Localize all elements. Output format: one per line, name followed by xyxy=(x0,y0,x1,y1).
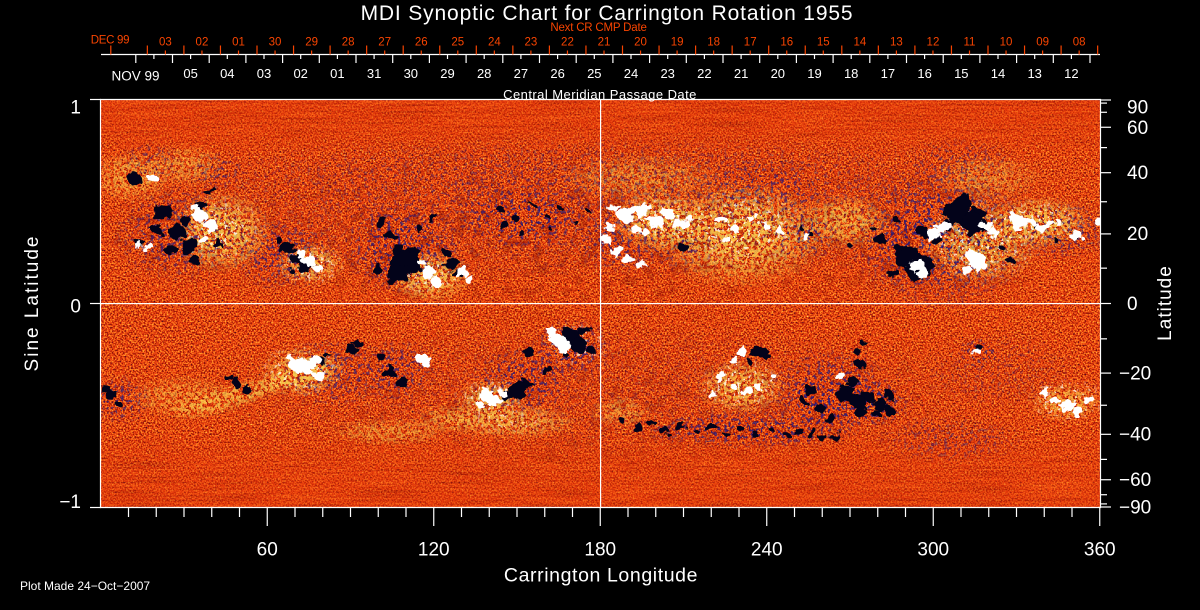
svg-text:08: 08 xyxy=(1073,37,1086,49)
svg-text:Sine Latitude: Sine Latitude xyxy=(22,235,43,372)
svg-text:120: 120 xyxy=(418,540,450,561)
svg-text:31: 31 xyxy=(367,66,381,81)
svg-text:−1: −1 xyxy=(59,492,81,513)
svg-text:17: 17 xyxy=(881,66,895,81)
svg-text:29: 29 xyxy=(305,37,318,49)
svg-text:13: 13 xyxy=(1027,66,1041,81)
svg-text:28: 28 xyxy=(342,37,355,49)
svg-text:25: 25 xyxy=(451,37,464,49)
svg-text:23: 23 xyxy=(525,37,538,49)
svg-text:05: 05 xyxy=(183,66,197,81)
svg-text:360: 360 xyxy=(1084,540,1116,561)
svg-text:17: 17 xyxy=(744,37,757,49)
svg-text:14: 14 xyxy=(853,37,866,49)
svg-text:02: 02 xyxy=(293,66,307,81)
svg-text:60: 60 xyxy=(1127,118,1148,139)
svg-text:60: 60 xyxy=(257,540,278,561)
svg-text:01: 01 xyxy=(232,37,245,49)
svg-text:40: 40 xyxy=(1127,163,1148,184)
svg-text:23: 23 xyxy=(660,66,674,81)
svg-text:21: 21 xyxy=(598,37,611,49)
svg-text:−40: −40 xyxy=(1119,425,1151,446)
svg-text:22: 22 xyxy=(697,66,711,81)
svg-text:20: 20 xyxy=(1127,224,1148,245)
svg-text:28: 28 xyxy=(477,66,491,81)
svg-text:−20: −20 xyxy=(1119,363,1151,384)
svg-text:01: 01 xyxy=(330,66,344,81)
svg-text:16: 16 xyxy=(780,37,793,49)
svg-text:03: 03 xyxy=(159,37,172,49)
svg-text:10: 10 xyxy=(1000,37,1013,49)
svg-text:Plot Made 24−Oct−2007: Plot Made 24−Oct−2007 xyxy=(20,579,150,593)
svg-text:24: 24 xyxy=(488,37,501,49)
svg-text:0: 0 xyxy=(1127,294,1138,315)
svg-text:02: 02 xyxy=(196,37,209,49)
svg-text:19: 19 xyxy=(807,66,821,81)
svg-text:1: 1 xyxy=(70,98,81,119)
svg-text:22: 22 xyxy=(561,37,574,49)
svg-text:15: 15 xyxy=(954,66,968,81)
svg-text:300: 300 xyxy=(917,540,949,561)
svg-text:19: 19 xyxy=(671,37,684,49)
svg-text:15: 15 xyxy=(817,37,830,49)
svg-text:240: 240 xyxy=(751,540,783,561)
svg-text:09: 09 xyxy=(1036,37,1049,49)
svg-text:26: 26 xyxy=(415,37,428,49)
svg-text:14: 14 xyxy=(991,66,1005,81)
svg-text:30: 30 xyxy=(269,37,282,49)
svg-text:04: 04 xyxy=(220,66,234,81)
svg-text:NOV 99: NOV 99 xyxy=(111,69,159,84)
svg-text:−90: −90 xyxy=(1119,498,1151,519)
svg-text:30: 30 xyxy=(404,66,418,81)
svg-text:24: 24 xyxy=(624,66,638,81)
svg-text:180: 180 xyxy=(584,540,616,561)
svg-text:20: 20 xyxy=(771,66,785,81)
svg-text:Latitude: Latitude xyxy=(1155,265,1176,341)
svg-text:27: 27 xyxy=(378,37,391,49)
svg-text:MDI Synoptic Chart for Carring: MDI Synoptic Chart for Carrington Rotati… xyxy=(361,2,854,25)
svg-text:18: 18 xyxy=(707,37,720,49)
svg-text:−60: −60 xyxy=(1119,470,1151,491)
svg-text:13: 13 xyxy=(890,37,903,49)
svg-text:12: 12 xyxy=(1064,66,1078,81)
svg-text:0: 0 xyxy=(70,297,81,318)
svg-text:20: 20 xyxy=(634,37,647,49)
svg-text:12: 12 xyxy=(927,37,940,49)
svg-text:29: 29 xyxy=(440,66,454,81)
svg-text:90: 90 xyxy=(1127,98,1148,119)
svg-text:26: 26 xyxy=(550,66,564,81)
svg-text:16: 16 xyxy=(917,66,931,81)
svg-text:03: 03 xyxy=(257,66,271,81)
svg-text:Central Meridian Passage Date: Central Meridian Passage Date xyxy=(503,87,697,102)
svg-text:Next CR CMP Date: Next CR CMP Date xyxy=(550,22,646,34)
svg-text:27: 27 xyxy=(514,66,528,81)
svg-text:25: 25 xyxy=(587,66,601,81)
svg-text:DEC 99: DEC 99 xyxy=(91,35,129,47)
svg-text:11: 11 xyxy=(964,37,976,49)
svg-text:21: 21 xyxy=(734,66,748,81)
svg-text:Carrington Longitude: Carrington Longitude xyxy=(504,565,698,587)
svg-text:18: 18 xyxy=(844,66,858,81)
